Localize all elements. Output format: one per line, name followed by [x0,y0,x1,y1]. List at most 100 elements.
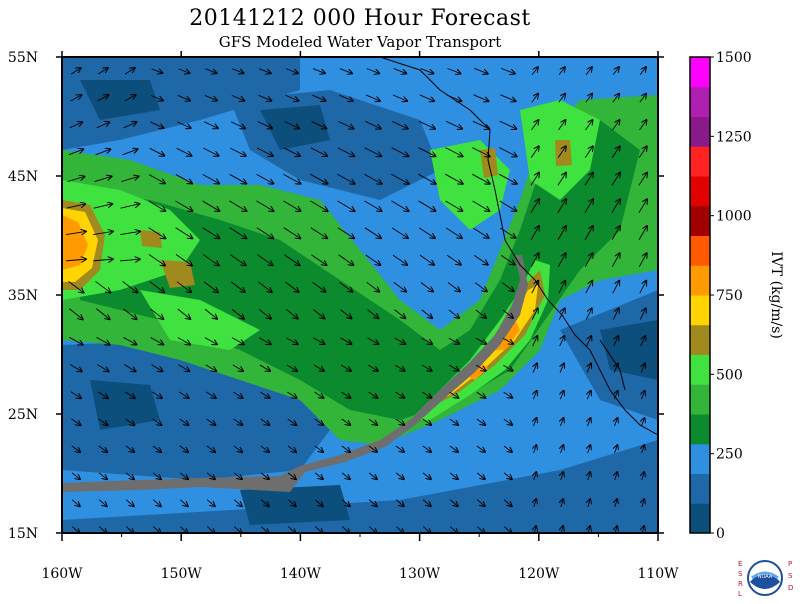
ivt-vector-arrow [284,254,299,265]
ivt-vector-arrow [447,282,460,292]
ivt-vector-arrow [587,391,590,400]
ivt-vector-arrow [367,309,379,319]
ivt-vector-arrow [178,364,190,371]
svg-text:L: L [738,590,742,598]
ivt-vector-arrow [474,254,487,264]
ivt-vector-arrow [638,173,647,186]
ivt-vector-arrow [337,147,354,156]
ivt-vector-arrow [445,227,462,238]
ivt-vector-arrow [533,418,536,427]
colorbar-tick-label: 250 [716,447,743,463]
ivt-vector-arrow [70,364,82,372]
ivt-vector-arrow [288,526,295,533]
ivt-vector-arrow [283,147,300,156]
ivt-vector-arrow [611,173,620,186]
ivt-vector-arrow [230,147,245,156]
ivt-vector-arrow [339,68,352,74]
ivt-vector-arrow [71,418,80,425]
ivt-vector-arrow [501,255,514,264]
ivt-vector-arrow [68,149,83,156]
ivt-vector-arrow [639,281,646,294]
ivt-vector-arrow [123,337,137,344]
ivt-vector-arrow [148,174,165,184]
ivt-vector-arrow [175,174,192,184]
ivt-vector-arrow [450,526,457,533]
lon-label: 140W [280,566,322,582]
ivt-vector-arrow [66,204,85,209]
ivt-vector-arrow [449,391,459,398]
ivt-vector-arrow [175,200,193,211]
colorbar-swatch [690,414,710,445]
colorbar-tick-label: 1000 [716,209,752,225]
ivt-vector-arrow [233,445,242,452]
ivt-vector-arrow [502,309,513,318]
lon-label: 160W [41,566,83,582]
svg-text:R: R [738,580,743,588]
ivt-vector-arrow [283,227,301,239]
ivt-vector-arrow [260,418,270,425]
ivt-vector-arrow [475,337,486,344]
ivt-vector-arrow [418,147,435,157]
ivt-vector-arrow [202,200,220,211]
ivt-vector-arrow [67,177,85,182]
ivt-vector-arrow [206,418,216,425]
ivt-vector-arrow [71,499,80,507]
ivt-vector-arrow [123,122,137,129]
ivt-vector-arrow [125,499,134,507]
ivt-vector-arrow [558,281,565,294]
ivt-vector-arrow [392,254,407,265]
ivt-vector-arrow [449,445,458,452]
ivt-vector-arrow [95,149,111,156]
ivt-vector-arrow [95,281,111,292]
ivt-vector-arrow [367,364,378,371]
ivt-vector-arrow [96,308,109,320]
ivt-vector-arrow [504,526,511,533]
colorbar-swatch [690,57,710,88]
ivt-vector-arrow [364,227,381,238]
ivt-vector-arrow [148,254,165,265]
ivt-vector-arrow [340,364,351,371]
ivt-vector-arrow [125,418,135,425]
ivt-vector-arrow [153,526,160,533]
ivt-vector-arrow [445,120,462,128]
ivt-vector-arrow [503,391,513,398]
ivt-vector-arrow [341,499,350,507]
ivt-vector-arrow [231,94,244,100]
ivt-vector-arrow [641,391,644,400]
ivt-vector-arrow [176,281,191,293]
ivt-vector-arrow [532,336,538,347]
ivt-vector-arrow [447,68,460,73]
ivt-vector-arrow [256,173,274,183]
ivt-vector-arrow [364,200,381,211]
ivt-vector-arrow [311,121,327,129]
ivt-vector-arrow [72,526,79,533]
colorbar-swatch [690,295,710,326]
ivt-vector-arrow [258,337,271,344]
ivt-vector-arrow [93,231,113,234]
ivt-vector-arrow [472,120,489,129]
ivt-vector-arrow [558,120,566,131]
ivt-vector-arrow [230,281,245,292]
ivt-vector-arrow [364,173,381,184]
ivt-vector-arrow [472,173,490,184]
ivt-vector-arrow [340,309,351,319]
ivt-vector-arrow [338,121,353,129]
ivt-vector-arrow [499,120,517,129]
colorbar-swatch [690,86,710,117]
ivt-vector-arrow [152,445,161,452]
ivt-vector-arrow [369,526,376,533]
lat-label: 55N [8,50,38,66]
ivt-vector-arrow [341,391,351,398]
ivt-vector-arrow [204,337,217,345]
ivt-vector-arrow [177,121,190,128]
ivt-vector-arrow [615,445,618,454]
ivt-vector-arrow [312,281,325,292]
colorbar-tick-label: 1500 [716,50,752,66]
ivt-vector-arrow [612,67,619,76]
ivt-vector-arrow [476,472,485,479]
ivt-vector-arrow [151,69,163,73]
ivt-vector-arrow [640,336,646,347]
ivt-vector-arrow [612,281,619,294]
ivt-vector-arrow [473,94,489,101]
ivt-vector-arrow [473,227,488,238]
